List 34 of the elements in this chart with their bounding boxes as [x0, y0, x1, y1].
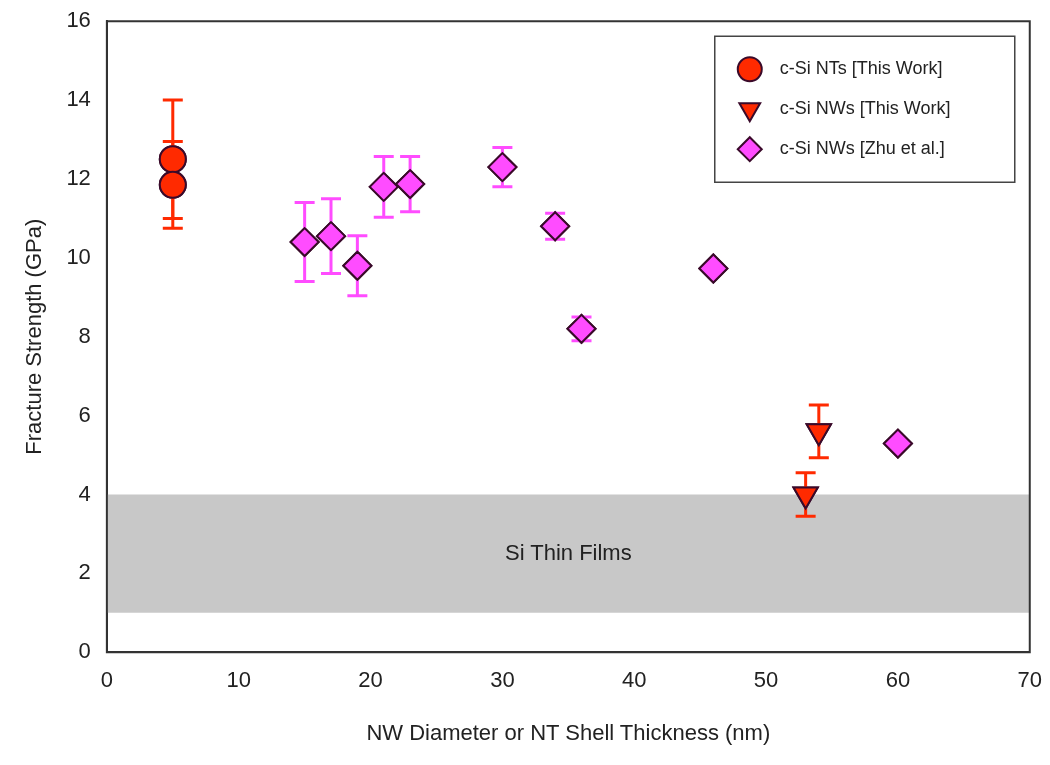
y-tick-label: 6 — [78, 401, 91, 427]
point — [316, 221, 346, 252]
point — [368, 171, 399, 202]
band-label: Si Thin Films — [504, 539, 632, 565]
y-tick-label: 4 — [78, 480, 91, 506]
x-tick-label: 20 — [358, 667, 383, 693]
y-tick-label: 0 — [78, 638, 91, 664]
y-tick-label: 12 — [66, 165, 91, 191]
x-axis-title: NW Diameter or NT Shell Thickness (nm) — [366, 719, 771, 745]
point — [395, 169, 426, 200]
y-axis-title: Fracture Strength (GPa) — [21, 218, 47, 455]
y-tick-label: 10 — [66, 243, 91, 269]
x-tick-label: 10 — [226, 667, 251, 693]
x-tick-label: 60 — [885, 667, 911, 693]
x-tick-label: 0 — [100, 667, 113, 693]
x-tick-label: 40 — [622, 667, 647, 693]
x-tick-label: 70 — [1017, 667, 1043, 693]
point — [158, 170, 187, 199]
point — [882, 428, 913, 459]
y-tick-label: 16 — [66, 7, 91, 33]
y-tick-label: 8 — [78, 322, 91, 348]
x-tick-label: 30 — [490, 667, 515, 693]
point — [289, 227, 320, 258]
point — [158, 145, 187, 174]
y-tick-label: 2 — [78, 559, 91, 585]
point — [792, 486, 819, 510]
point — [342, 250, 373, 281]
point — [487, 152, 518, 183]
legend-label: c-Si NWs [Zhu et al.] — [779, 138, 945, 159]
legend-label: c-Si NWs [This Work] — [779, 98, 951, 119]
y-tick-label: 14 — [66, 86, 91, 112]
legend-label: c-Si NTs [This Work] — [779, 58, 943, 79]
point — [698, 253, 729, 284]
x-tick-label: 50 — [753, 667, 779, 693]
